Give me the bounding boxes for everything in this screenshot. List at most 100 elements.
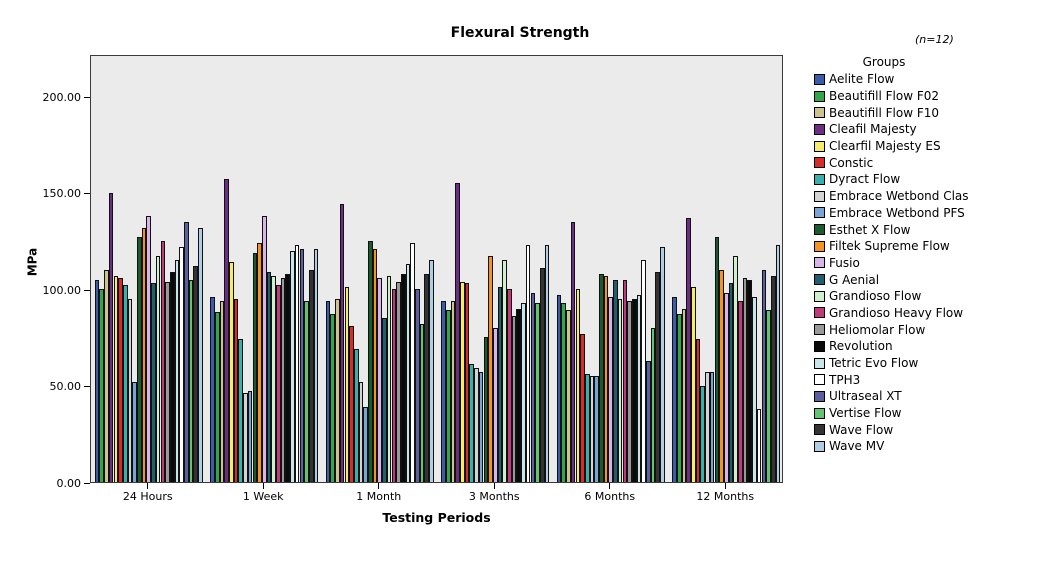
legend-label: Aelite Flow xyxy=(829,72,895,87)
bar-fusio-1-week xyxy=(261,215,267,482)
bar-wave-mv-1-week xyxy=(313,248,319,482)
bar-aelite-flow-3-months xyxy=(441,300,446,482)
x-tick-label-1-month: 1 Month xyxy=(356,490,402,503)
legend-swatch-icon xyxy=(814,390,825,402)
bar-dyract-flow-3-months xyxy=(469,364,475,482)
bar-dyract-flow-6-months xyxy=(584,374,590,482)
bar-beautifill-flow-f10-1-week xyxy=(219,300,225,482)
x-tick-label-24-hours: 24 Hours xyxy=(122,490,173,503)
bar-constic-6-months xyxy=(580,333,585,482)
bar-fusio-1-month xyxy=(377,277,383,482)
bar-vertise-flow-1-week xyxy=(304,300,309,482)
bar-ultraseal-xt-1-month xyxy=(415,289,420,482)
legend-label: Clearfil Majesty ES xyxy=(829,139,941,154)
legend-item-tetric-evo-flow: Tetric Evo Flow xyxy=(814,355,1034,372)
bar-vertise-flow-12-months xyxy=(766,310,771,482)
y-tick-label: 150.00 xyxy=(42,187,82,201)
bar-fusio-6-months xyxy=(608,296,614,482)
legend-swatch-icon xyxy=(814,374,825,386)
bar-wave-mv-1-month xyxy=(429,260,434,482)
legend-item-dyract-flow: Dyract Flow xyxy=(814,171,1034,188)
bar-heliomolar-flow-1-week xyxy=(280,277,286,482)
legend-swatch-icon xyxy=(814,324,825,336)
bar-revolution-1-week xyxy=(285,273,291,482)
bar-embrace-wetbond-clas-3-months xyxy=(474,368,479,482)
bar-esthet-x-flow-12-months xyxy=(714,237,720,482)
bar-cleafil-majesty-1-month xyxy=(339,204,345,482)
x-tick-mark xyxy=(493,483,495,489)
legend-item-wave-flow: Wave Flow xyxy=(814,421,1034,438)
bar-ultraseal-xt-1-week xyxy=(299,248,305,482)
bar-dyract-flow-1-week xyxy=(238,339,244,482)
bar-aelite-flow-6-months xyxy=(556,295,562,482)
bar-clearfil-majesty-es-24-hours xyxy=(113,275,119,482)
legend-item-beautifill-flow-f02: Beautifill Flow F02 xyxy=(814,88,1034,105)
legend-label: Wave MV xyxy=(829,439,885,454)
bar-vertise-flow-1-month xyxy=(419,323,425,482)
bar-wave-mv-3-months xyxy=(544,244,550,482)
bar-beautifill-flow-f10-12-months xyxy=(681,308,687,482)
legend: Groups Aelite Flow Beautifill Flow F02 Bea… xyxy=(814,55,1034,455)
legend-title: Groups xyxy=(862,55,906,69)
bar-filtek-supreme-flow-1-week xyxy=(257,242,262,482)
legend-swatch-icon xyxy=(814,240,825,252)
legend-swatch-icon xyxy=(814,123,825,135)
bar-tetric-evo-flow-1-week xyxy=(290,250,295,482)
bar-g-aenial-12-months xyxy=(728,283,734,482)
legend-swatch-icon xyxy=(814,73,825,85)
bar-g-aenial-1-week xyxy=(266,271,272,482)
bar-filtek-supreme-flow-1-month xyxy=(372,248,378,482)
bar-tetric-evo-flow-6-months xyxy=(636,295,642,482)
bar-grandioso-heavy-flow-12-months xyxy=(738,300,743,482)
legend-item-aelite-flow: Aelite Flow xyxy=(814,71,1034,88)
bar-cleafil-majesty-1-week xyxy=(224,179,229,482)
x-tick-label-12-months: 12 Months xyxy=(696,490,755,503)
legend-swatch-icon xyxy=(814,107,825,119)
y-tick-mark xyxy=(84,193,90,195)
legend-swatch-icon xyxy=(814,257,825,269)
y-tick-label: 0.00 xyxy=(56,476,82,490)
legend-swatch-icon xyxy=(814,224,825,236)
bar-aelite-flow-24-hours xyxy=(94,279,100,482)
bar-wave-mv-12-months xyxy=(775,244,781,482)
legend-item-vertise-flow: Vertise Flow xyxy=(814,405,1034,422)
bar-wave-flow-1-month xyxy=(424,273,430,482)
bar-beautifill-flow-f02-1-week xyxy=(214,312,220,482)
legend-label: TPH3 xyxy=(829,372,861,387)
bar-wave-flow-3-months xyxy=(539,268,545,482)
bar-embrace-wetbond-clas-6-months xyxy=(589,375,595,482)
legend-label: Dyract Flow xyxy=(829,172,901,187)
x-tick-label-3-months: 3 Months xyxy=(468,490,520,503)
legend-swatch-icon xyxy=(814,290,825,302)
legend-label: Cleafil Majesty xyxy=(829,122,917,137)
bar-beautifill-flow-f02-12-months xyxy=(676,314,682,482)
legend-item-cleafil-majesty: Cleafil Majesty xyxy=(814,121,1034,138)
bar-g-aenial-3-months xyxy=(497,287,503,482)
bar-aelite-flow-12-months xyxy=(672,296,677,482)
legend-item-constic: Constic xyxy=(814,154,1034,171)
bar-grandioso-heavy-flow-1-month xyxy=(391,289,397,482)
bar-vertise-flow-24-hours xyxy=(188,279,194,482)
bar-fusio-12-months xyxy=(723,293,729,482)
legend-swatch-icon xyxy=(814,340,825,352)
bar-cleafil-majesty-3-months xyxy=(455,183,460,482)
y-tick-mark xyxy=(84,289,90,291)
bar-wave-mv-24-hours xyxy=(198,227,203,482)
bar-revolution-24-hours xyxy=(169,271,175,482)
legend-label: G Aenial xyxy=(829,272,880,287)
bar-tph3-1-week xyxy=(294,244,300,482)
bar-tph3-12-months xyxy=(756,408,762,482)
bar-beautifill-flow-f02-24-hours xyxy=(99,289,105,482)
bar-grandioso-flow-1-week xyxy=(271,275,276,482)
bar-revolution-1-month xyxy=(400,273,406,482)
legend-label: Beautifill Flow F10 xyxy=(829,105,940,120)
bar-wave-flow-1-week xyxy=(308,269,314,482)
bar-revolution-12-months xyxy=(747,279,753,482)
legend-item-beautifill-flow-f10: Beautifill Flow F10 xyxy=(814,104,1034,121)
bar-beautifill-flow-f02-3-months xyxy=(445,310,451,482)
bar-ultraseal-xt-3-months xyxy=(530,293,536,482)
legend-item-esthet-x-flow: Esthet X Flow xyxy=(814,221,1034,238)
legend-swatch-icon xyxy=(814,424,825,436)
legend-swatch-icon xyxy=(814,190,825,202)
